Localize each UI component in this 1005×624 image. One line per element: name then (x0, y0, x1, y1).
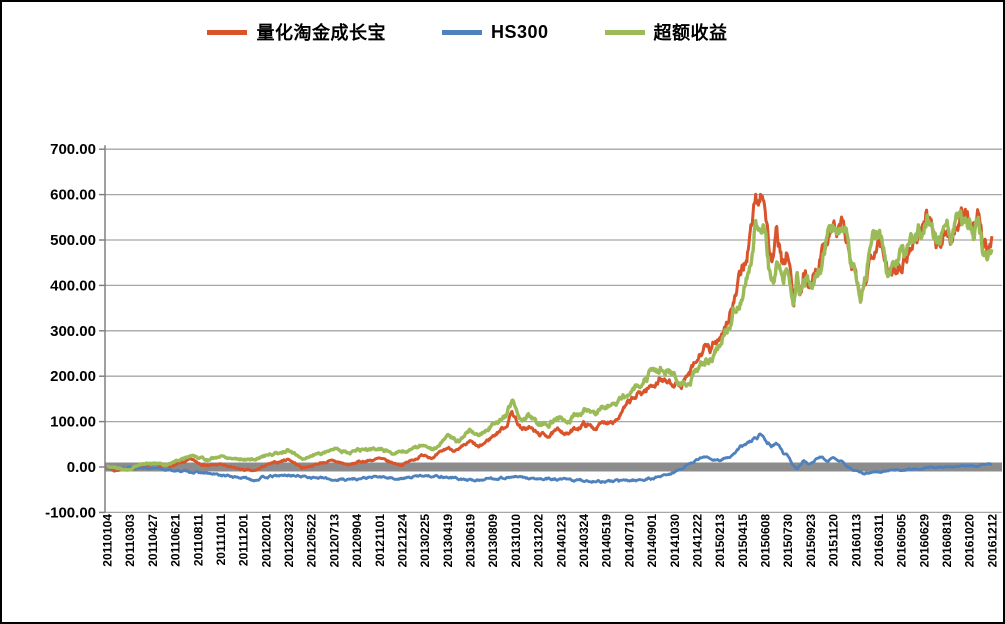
svg-text:20160819: 20160819 (940, 514, 954, 568)
svg-text:700.00: 700.00 (50, 141, 96, 158)
legend-label-hs300: HS300 (490, 21, 549, 42)
svg-text:20160505: 20160505 (895, 514, 909, 568)
legend-label-fund: 量化淘金成长宝 (256, 23, 386, 43)
svg-text:20141222: 20141222 (690, 514, 704, 568)
svg-text:20150415: 20150415 (736, 514, 750, 568)
svg-text:20140901: 20140901 (645, 514, 659, 568)
svg-text:20120522: 20120522 (305, 514, 319, 568)
svg-text:20131010: 20131010 (509, 514, 523, 568)
svg-text:20120201: 20120201 (259, 514, 273, 568)
svg-text:20111201: 20111201 (237, 514, 251, 566)
svg-text:20151120: 20151120 (827, 514, 841, 567)
svg-text:20150730: 20150730 (781, 514, 795, 568)
svg-text:20160311: 20160311 (872, 514, 886, 567)
svg-text:20140519: 20140519 (600, 514, 614, 568)
legend-swatch-excess-line (604, 29, 645, 35)
svg-text:20120904: 20120904 (350, 514, 364, 568)
legend: 量化淘金成长宝 HS300 超额收益 (2, 16, 933, 48)
legend-item-hs300[interactable]: HS300 (441, 21, 549, 43)
svg-text:200.00: 200.00 (50, 368, 96, 385)
svg-text:20131202: 20131202 (532, 514, 546, 568)
legend-swatch-hs300-line (441, 29, 482, 35)
svg-text:20140324: 20140324 (577, 514, 591, 568)
svg-text:300.00: 300.00 (50, 323, 96, 340)
svg-text:20110303: 20110303 (123, 514, 137, 567)
svg-text:20121224: 20121224 (396, 514, 410, 568)
svg-text:20121101: 20121101 (373, 514, 387, 567)
svg-text:20140123: 20140123 (554, 514, 568, 568)
svg-text:-100.00: -100.00 (45, 504, 96, 521)
svg-text:20160629: 20160629 (917, 514, 931, 568)
legend-item-fund[interactable]: 量化淘金成长宝 (207, 19, 386, 45)
svg-text:20161020: 20161020 (963, 514, 977, 568)
svg-text:20130419: 20130419 (441, 514, 455, 568)
svg-text:600.00: 600.00 (50, 187, 96, 204)
svg-text:20130225: 20130225 (418, 514, 432, 568)
svg-text:20120713: 20120713 (327, 514, 341, 568)
series-line-0 (105, 192, 994, 473)
legend-swatch-fund-line (207, 29, 248, 35)
svg-text:20160113: 20160113 (849, 514, 863, 567)
svg-text:20150213: 20150213 (713, 514, 727, 568)
svg-text:20130619: 20130619 (464, 514, 478, 568)
series-line-1 (106, 432, 993, 484)
svg-text:20130809: 20130809 (486, 514, 500, 568)
svg-text:20120323: 20120323 (282, 514, 296, 568)
svg-text:500.00: 500.00 (50, 232, 96, 249)
svg-text:20110621: 20110621 (169, 514, 183, 567)
series-line-2 (106, 209, 994, 472)
legend-item-excess[interactable]: 超额收益 (604, 19, 728, 45)
svg-text:20140710: 20140710 (622, 514, 636, 568)
svg-text:20111011: 20111011 (214, 514, 228, 566)
svg-text:400.00: 400.00 (50, 277, 96, 294)
legend-label-excess: 超额收益 (653, 23, 728, 43)
svg-text:20110104: 20110104 (101, 514, 115, 567)
svg-text:20150608: 20150608 (759, 514, 773, 568)
svg-text:20161212: 20161212 (985, 514, 999, 568)
svg-text:0.00: 0.00 (67, 459, 96, 476)
svg-text:20141030: 20141030 (668, 514, 682, 568)
svg-text:20110811: 20110811 (191, 514, 205, 566)
svg-text:20150923: 20150923 (804, 514, 818, 568)
svg-text:20110427: 20110427 (146, 514, 160, 567)
svg-text:100.00: 100.00 (50, 414, 96, 431)
